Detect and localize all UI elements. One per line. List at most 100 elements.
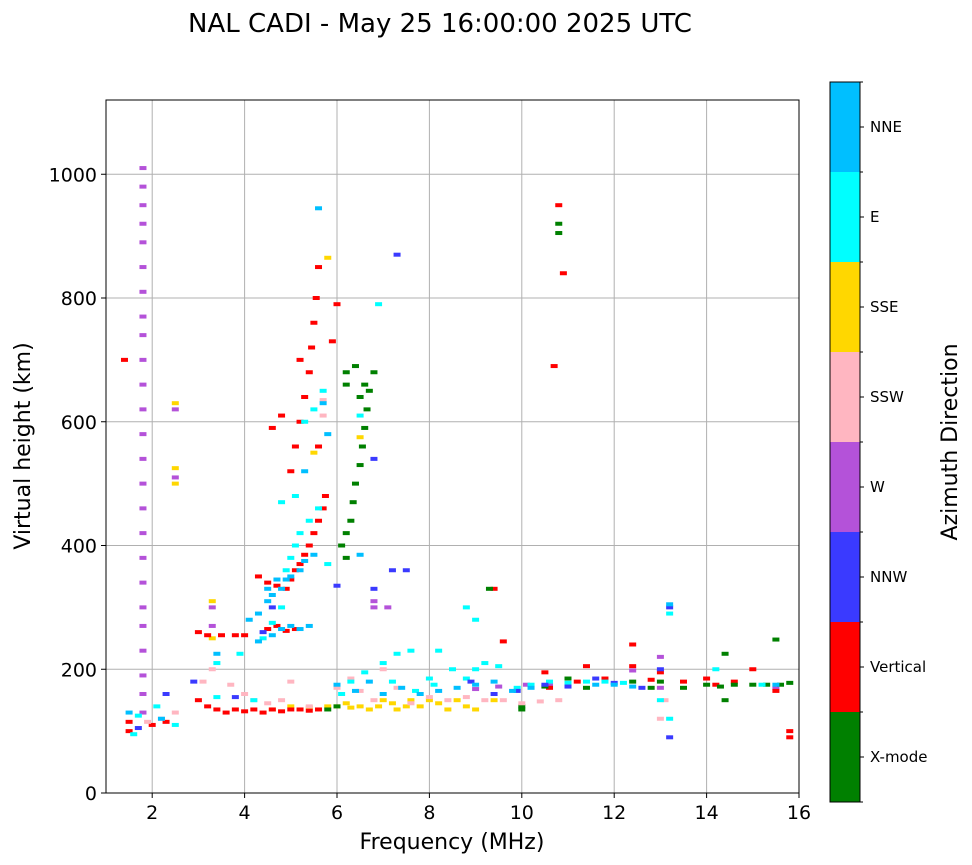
data-point: [363, 407, 371, 412]
data-point: [425, 698, 433, 703]
data-point: [333, 583, 341, 588]
data-point: [666, 735, 674, 740]
data-point: [356, 435, 364, 440]
data-point: [347, 705, 355, 710]
data-point: [139, 382, 147, 387]
data-point: [435, 701, 443, 706]
data-point: [730, 682, 738, 687]
data-point: [171, 710, 179, 715]
data-point: [296, 627, 304, 632]
x-axis-ticks: 2 4 6 8 10 12 14 16: [146, 793, 811, 824]
data-point: [319, 506, 327, 511]
data-point: [231, 707, 239, 712]
data-point: [120, 357, 128, 362]
data-point: [379, 667, 387, 672]
data-point: [610, 682, 618, 687]
data-point: [647, 685, 655, 690]
data-point: [703, 682, 711, 687]
data-point: [647, 677, 655, 682]
y-tick-label: 1000: [49, 164, 97, 186]
data-point: [712, 682, 720, 687]
data-point: [370, 599, 378, 604]
data-point: [407, 701, 415, 706]
data-point: [342, 531, 350, 536]
data-point: [324, 432, 332, 437]
data-point: [629, 664, 637, 669]
data-point: [379, 698, 387, 703]
data-point: [139, 531, 147, 536]
data-point: [296, 562, 304, 567]
data-point: [139, 605, 147, 610]
data-point: [245, 617, 253, 622]
data-point: [333, 704, 341, 709]
colorbar-swatch: [830, 712, 860, 802]
data-point: [250, 707, 258, 712]
data-point: [435, 648, 443, 653]
data-point: [472, 682, 480, 687]
colorbar-swatch: [830, 172, 860, 262]
data-point: [513, 685, 521, 690]
data-point: [559, 271, 567, 276]
data-point: [541, 682, 549, 687]
data-point: [666, 611, 674, 616]
data-point: [301, 552, 309, 557]
data-point: [324, 562, 332, 567]
data-point: [278, 627, 286, 632]
data-point: [490, 679, 498, 684]
data-point: [259, 636, 267, 641]
data-point: [338, 692, 346, 696]
data-point: [777, 682, 785, 687]
data-point: [472, 667, 480, 672]
series-x-mode: [324, 221, 794, 712]
data-point: [296, 531, 304, 536]
data-point: [453, 698, 461, 703]
data-point: [666, 602, 674, 607]
colorbar-tick-label: SSW: [870, 388, 904, 406]
colorbar-label: Azimuth Direction: [938, 343, 963, 540]
data-point: [444, 707, 452, 712]
data-point: [592, 682, 600, 687]
series-sse: [171, 255, 498, 712]
data-point: [786, 680, 794, 685]
data-point: [546, 682, 554, 687]
data-point: [388, 679, 396, 684]
data-point: [324, 255, 332, 260]
data-point: [629, 668, 637, 673]
data-point: [171, 481, 179, 486]
data-point: [139, 648, 147, 653]
data-point: [301, 558, 309, 563]
data-point: [656, 670, 664, 675]
data-point: [254, 611, 262, 616]
series-ssw: [144, 398, 669, 724]
data-point: [282, 568, 290, 573]
data-point: [171, 466, 179, 471]
colorbar-swatch: [830, 352, 860, 442]
data-point: [666, 605, 674, 610]
data-point: [370, 456, 378, 461]
data-point: [749, 667, 757, 672]
data-point: [495, 684, 503, 689]
data-point: [264, 599, 272, 604]
data-point: [305, 370, 313, 375]
data-point: [194, 698, 202, 703]
data-point: [485, 586, 493, 591]
data-point: [333, 682, 341, 687]
series-nne: [125, 206, 780, 721]
data-point: [241, 692, 249, 696]
data-point: [305, 543, 313, 548]
data-point: [582, 664, 590, 669]
data-points: [120, 166, 794, 740]
data-point: [208, 599, 216, 604]
series-vertical: [120, 203, 794, 740]
data-point: [171, 722, 179, 727]
series-e: [130, 302, 766, 737]
data-point: [139, 555, 147, 560]
x-axis-label: Frequency (MHz): [360, 830, 545, 855]
data-point: [194, 630, 202, 635]
data-point: [139, 710, 147, 715]
x-tick-label: 10: [510, 802, 534, 824]
data-point: [541, 670, 549, 675]
data-point: [264, 586, 272, 591]
data-point: [656, 654, 664, 659]
data-point: [555, 203, 563, 208]
